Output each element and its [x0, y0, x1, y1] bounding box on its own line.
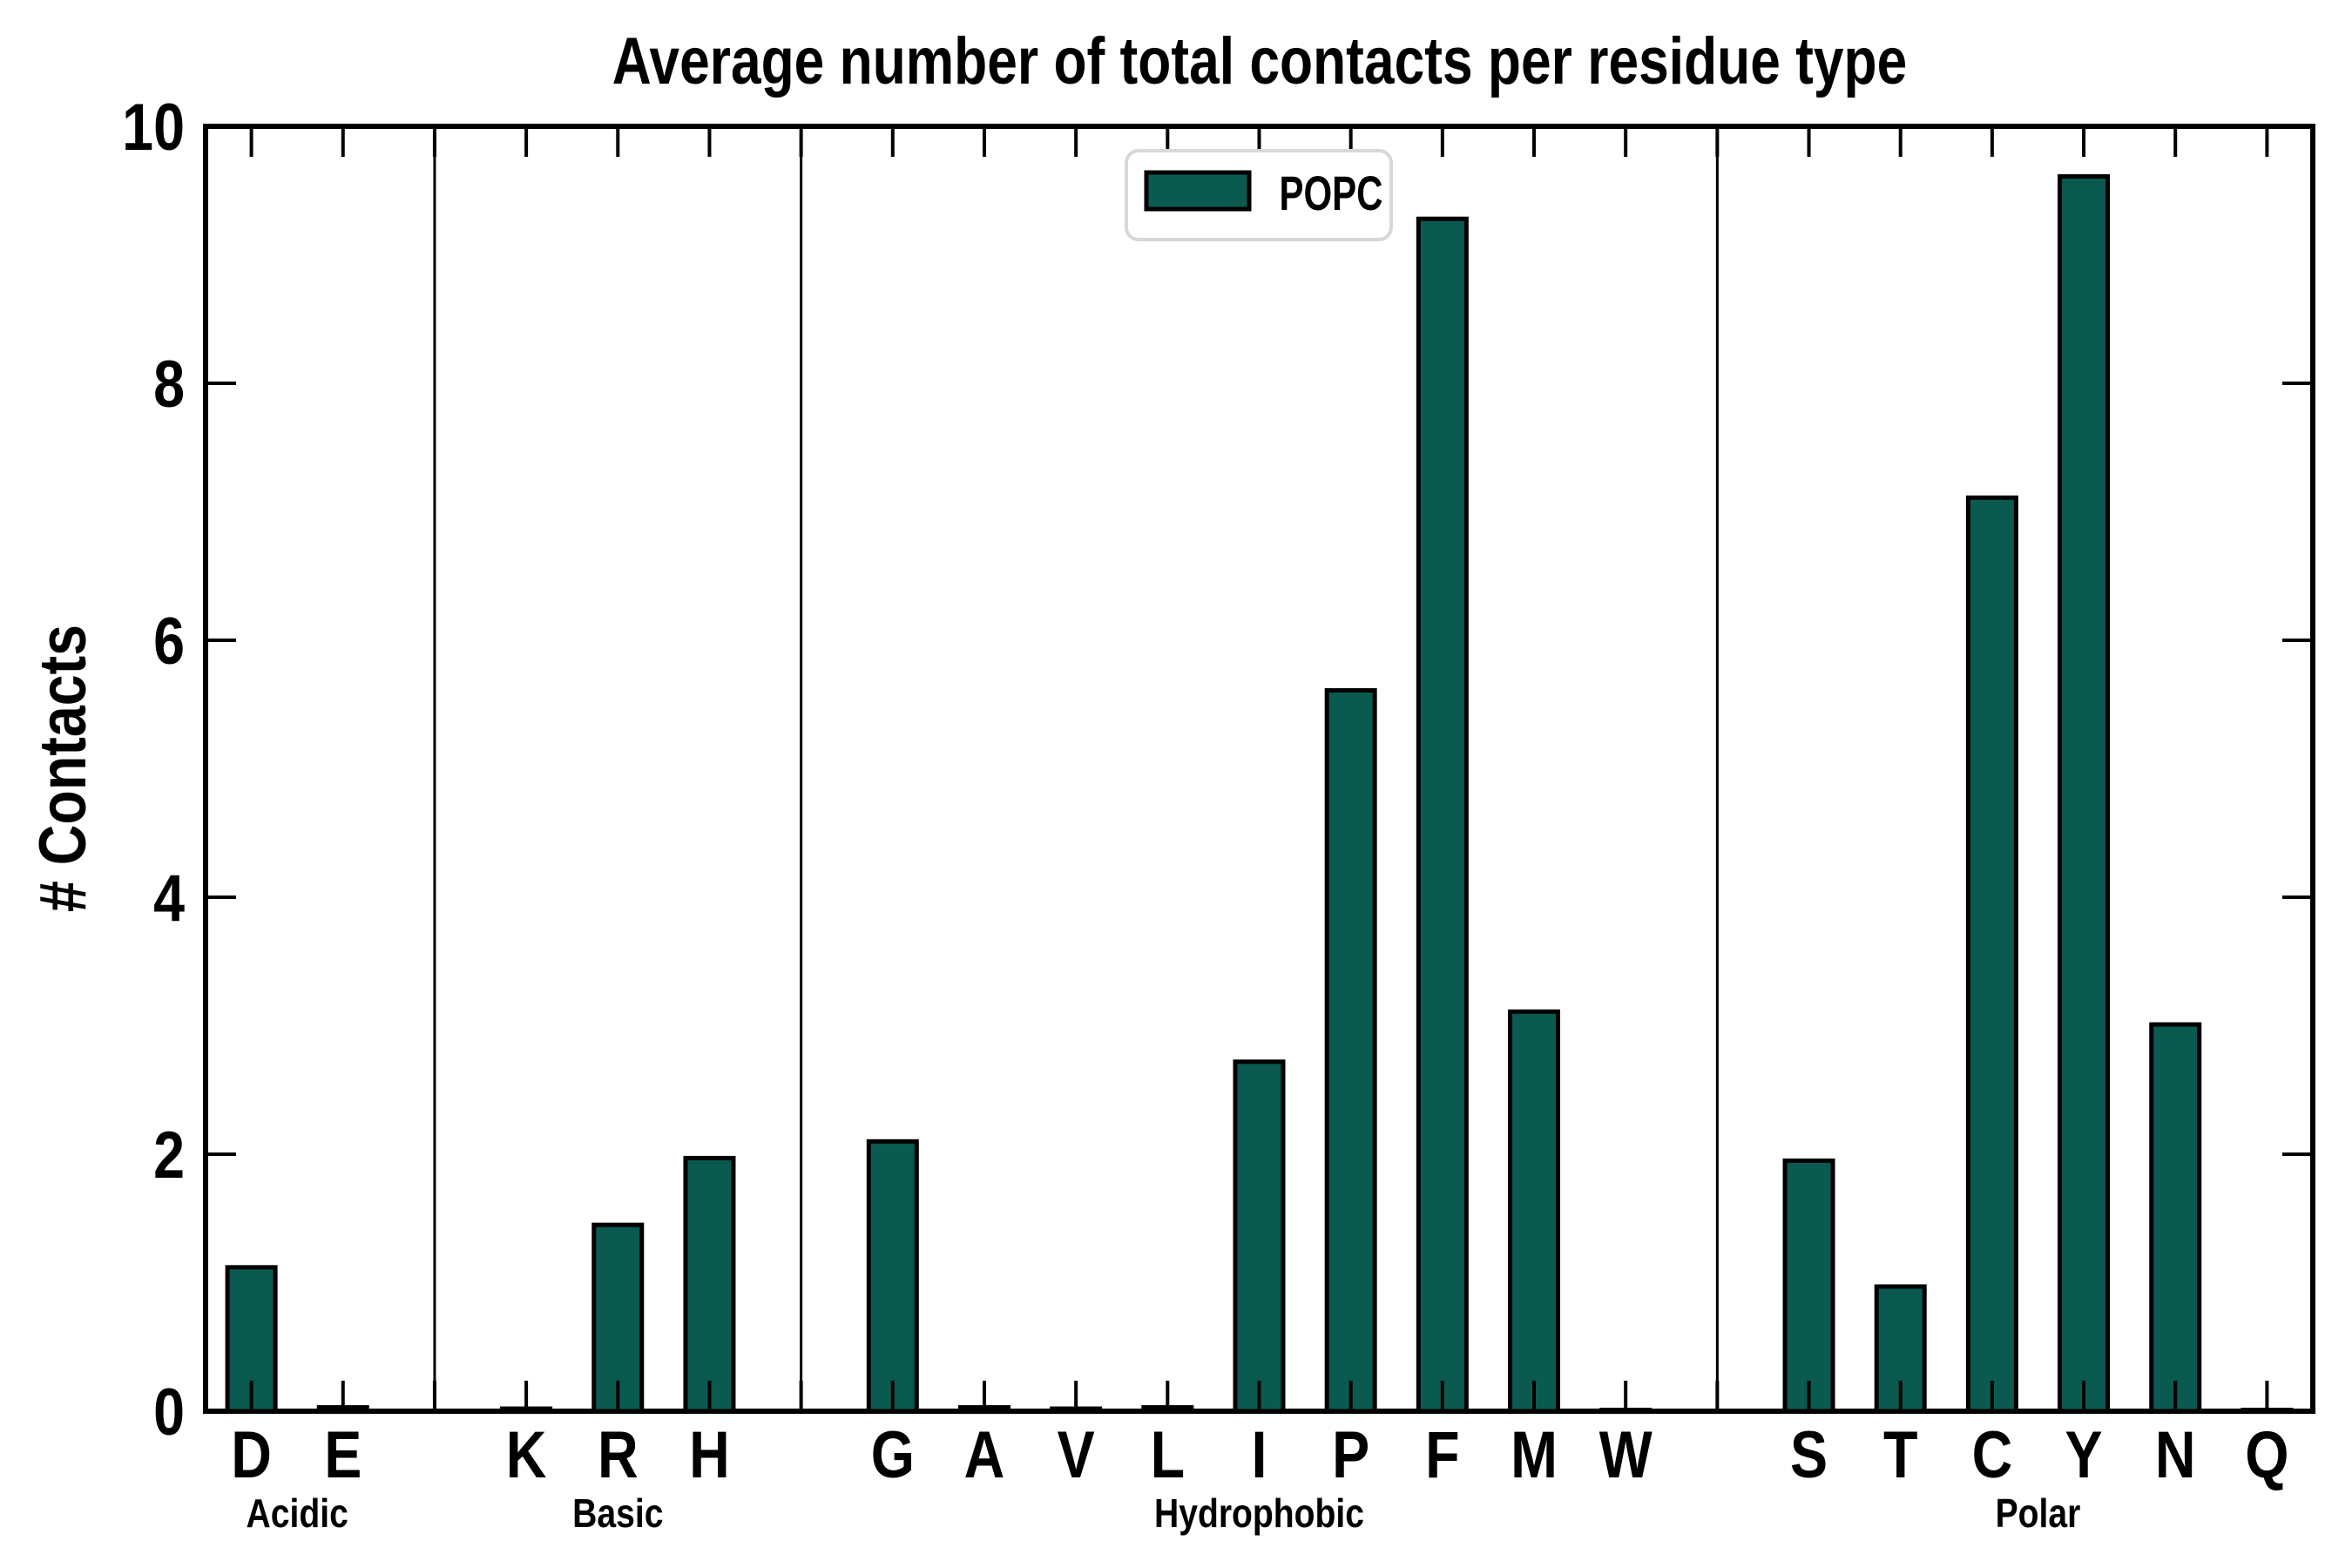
x-tick-label-C: C — [1972, 1417, 2013, 1491]
group-label-wrap: Acidic — [247, 1491, 348, 1537]
group-label-wrap: Hydrophobic — [1154, 1491, 1364, 1537]
x-tick-label-wrap: S — [1790, 1417, 1828, 1491]
x-tick-label-A: A — [964, 1417, 1005, 1491]
x-tick-label-wrap: I — [1252, 1417, 1267, 1491]
y-tick-label-wrap: 8 — [153, 347, 185, 421]
bar-S — [1782, 1158, 1835, 1414]
x-tick-label-wrap: H — [689, 1417, 730, 1491]
x-tick-label-wrap: A — [964, 1417, 1005, 1491]
x-tick-label-T: T — [1883, 1417, 1917, 1491]
x-tick-label-wrap: R — [598, 1417, 639, 1491]
y-tick-label-6: 6 — [153, 604, 185, 678]
x-tick-label-wrap: P — [1332, 1417, 1369, 1491]
y-tick-label-wrap: 10 — [122, 90, 185, 164]
x-tick-label-Q: Q — [2245, 1417, 2288, 1491]
x-tick-label-wrap: D — [231, 1417, 272, 1491]
x-tick-label-V: V — [1058, 1417, 1095, 1491]
x-tick-label-F: F — [1425, 1417, 1459, 1491]
x-tick-label-L: L — [1151, 1417, 1185, 1491]
x-tick-label-wrap: L — [1151, 1417, 1185, 1491]
y-tick-label-wrap: 6 — [153, 604, 185, 678]
x-tick-label-wrap: E — [324, 1417, 362, 1491]
y-tick-label-2: 2 — [153, 1118, 185, 1192]
group-label-wrap: Polar — [1996, 1491, 2081, 1537]
y-tick-label-8: 8 — [153, 347, 185, 421]
x-tick-label-wrap: N — [2155, 1417, 2196, 1491]
bar-C — [1965, 495, 2018, 1414]
group-label-Acidic: Acidic — [247, 1491, 348, 1537]
y-tick-label-wrap: 4 — [153, 861, 185, 935]
group-label-Basic: Basic — [572, 1491, 663, 1537]
legend-label-popc: POPC — [1279, 166, 1382, 220]
group-label-Polar: Polar — [1996, 1491, 2081, 1537]
group-separators — [433, 126, 1719, 1411]
x-tick-label-D: D — [231, 1417, 272, 1491]
x-tick-label-I: I — [1252, 1417, 1267, 1491]
y-axis-label: # Contacts — [25, 625, 99, 912]
x-tick-label-R: R — [598, 1417, 639, 1491]
x-tick-label-wrap: V — [1058, 1417, 1095, 1491]
bar-M — [1508, 1009, 1561, 1414]
legend-swatch-popc — [1144, 170, 1252, 212]
x-tick-label-K: K — [506, 1417, 547, 1491]
bar-N — [2149, 1022, 2202, 1414]
x-tick-label-wrap: W — [1599, 1417, 1652, 1491]
x-tick-label-M: M — [1511, 1417, 1558, 1491]
bar-G — [866, 1139, 919, 1414]
y-tick-label-wrap: 0 — [153, 1375, 185, 1449]
x-tick-label-wrap: G — [871, 1417, 915, 1491]
x-tick-label-N: N — [2155, 1417, 2196, 1491]
legend: POPC — [1125, 149, 1393, 241]
y-tick-label-4: 4 — [153, 861, 185, 935]
x-tick-label-wrap: Q — [2245, 1417, 2288, 1491]
x-tick-label-G: G — [871, 1417, 915, 1491]
bar-H — [683, 1155, 736, 1414]
bar-R — [591, 1222, 645, 1414]
bar-I — [1233, 1059, 1286, 1414]
y-tick-label-10: 10 — [122, 90, 185, 164]
x-tick-label-wrap: C — [1972, 1417, 2013, 1491]
x-tick-label-S: S — [1790, 1417, 1828, 1491]
x-tick-label-wrap: F — [1425, 1417, 1459, 1491]
x-tick-label-wrap: M — [1511, 1417, 1558, 1491]
bar-F — [1416, 216, 1469, 1414]
x-tick-label-wrap: K — [506, 1417, 547, 1491]
bar-P — [1324, 688, 1377, 1414]
x-tick-label-wrap: T — [1883, 1417, 1917, 1491]
group-label-wrap: Basic — [572, 1491, 663, 1537]
x-tick-label-E: E — [324, 1417, 362, 1491]
x-tick-label-Y: Y — [2065, 1417, 2103, 1491]
y-tick-label-0: 0 — [153, 1375, 185, 1449]
bar-Y — [2058, 174, 2111, 1414]
chart-title: Average number of total contacts per res… — [612, 24, 1908, 98]
x-group-labels: Acidic Basic Hydrophobic Polar — [247, 1491, 2081, 1537]
y-tick-labels: 0 2 4 6 8 10 — [122, 90, 185, 1449]
bars — [225, 174, 2294, 1414]
y-tick-label-wrap: 2 — [153, 1118, 185, 1192]
x-tick-label-P: P — [1332, 1417, 1369, 1491]
x-tick-label-wrap: Y — [2065, 1417, 2103, 1491]
x-tick-label-W: W — [1599, 1417, 1652, 1491]
group-label-Hydrophobic: Hydrophobic — [1154, 1491, 1364, 1537]
x-tick-label-H: H — [689, 1417, 730, 1491]
